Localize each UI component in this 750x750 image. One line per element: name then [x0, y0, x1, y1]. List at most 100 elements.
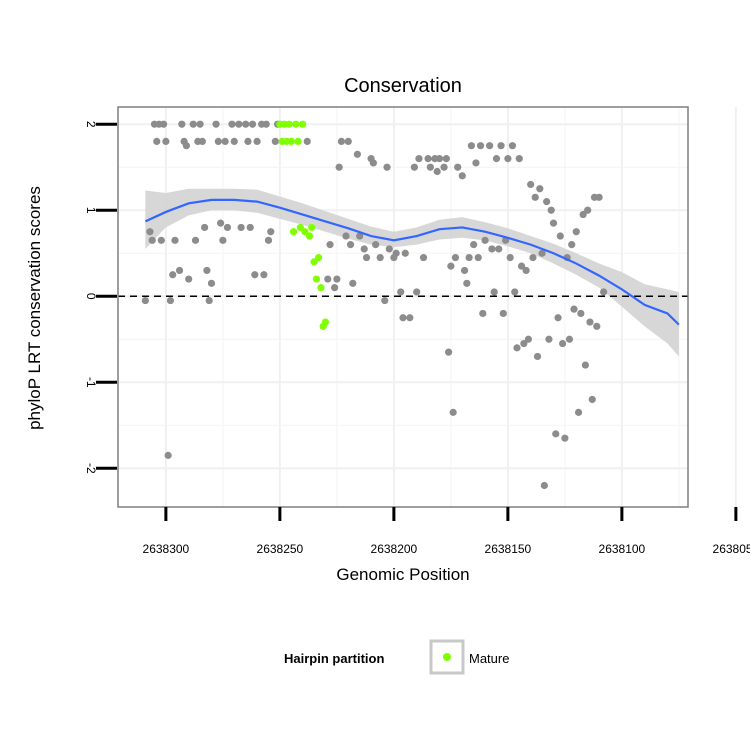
other-point [219, 236, 227, 244]
other-point [406, 314, 414, 322]
other-point [337, 137, 346, 146]
other-point [237, 223, 245, 232]
other-point [326, 241, 334, 249]
other-point [196, 120, 204, 128]
other-point [353, 150, 361, 158]
other-point [217, 219, 225, 227]
other-point [499, 309, 507, 318]
mature-point [315, 253, 323, 262]
other-point [178, 120, 186, 128]
other-point [360, 245, 368, 253]
other-point [146, 228, 154, 236]
other-point [600, 288, 608, 296]
mature-point [299, 120, 307, 128]
other-point [214, 137, 222, 146]
other-point [545, 335, 553, 343]
other-point [169, 271, 177, 279]
other-point [148, 236, 156, 244]
other-point [577, 309, 585, 318]
other-point [383, 163, 391, 171]
other-point [556, 232, 564, 240]
other-point [479, 309, 487, 318]
mature-point [317, 284, 325, 292]
other-point [522, 266, 530, 275]
other-point [223, 223, 232, 232]
other-point [246, 223, 254, 232]
other-point [463, 279, 471, 287]
other-point [201, 223, 209, 232]
other-point [486, 142, 494, 150]
other-point [324, 275, 332, 283]
mature-point [321, 318, 330, 326]
other-point [570, 305, 578, 313]
mature-point [312, 275, 320, 283]
other-point [162, 137, 170, 146]
other-point [385, 245, 393, 253]
other-point [497, 142, 505, 150]
other-point [579, 210, 587, 219]
chart-title: Conservation [344, 75, 462, 97]
other-point [533, 352, 542, 361]
other-point [228, 120, 236, 128]
other-point [467, 142, 475, 150]
other-point [401, 249, 409, 257]
other-point [565, 335, 574, 343]
other-point [527, 180, 535, 189]
other-point [538, 249, 546, 257]
other-point [410, 163, 418, 171]
y-tick-label: 0 [84, 293, 98, 300]
x-tick-label: 2638300 [143, 542, 190, 556]
other-point [549, 219, 558, 227]
y-tick-label: 1 [84, 207, 98, 214]
other-point [342, 232, 350, 240]
other-point [203, 266, 211, 275]
legend: Hairpin partition Mature [284, 639, 509, 675]
other-point [346, 241, 355, 249]
other-point [504, 155, 512, 163]
other-point [262, 120, 270, 128]
other-point [244, 137, 252, 146]
other-point [520, 339, 528, 348]
other-point [344, 137, 352, 146]
other-point [392, 249, 400, 257]
other-point [559, 339, 567, 348]
other-point [185, 275, 193, 283]
other-point [207, 279, 216, 287]
other-point [419, 253, 428, 262]
other-point [595, 193, 603, 201]
x-tick-label: 2638250 [257, 542, 304, 556]
x-axis: 2638300 2638250 2638200 2638150 2638100 26380… [143, 507, 750, 556]
other-point [248, 120, 257, 128]
other-point [235, 120, 243, 128]
smooth-line [144, 198, 680, 326]
other-point [166, 296, 175, 305]
other-point [415, 155, 423, 163]
other-point [445, 348, 453, 356]
other-point [465, 253, 473, 262]
mature-point [310, 258, 318, 266]
other-point [303, 137, 311, 146]
other-point [474, 253, 482, 262]
other-point [442, 155, 450, 163]
other-point [543, 198, 551, 206]
other-point [157, 236, 165, 244]
other-point [508, 142, 517, 150]
other-point [584, 206, 592, 214]
mature-point [305, 232, 314, 240]
other-point [271, 137, 279, 146]
other-point [568, 241, 576, 249]
other-point [372, 241, 380, 249]
other-point [189, 120, 197, 128]
other-point [253, 137, 261, 146]
legend-title: Hairpin partition [284, 651, 384, 666]
x-tick-label: 2638100 [599, 542, 646, 556]
other-point [376, 253, 384, 262]
other-point [205, 296, 213, 305]
y-axis: -2 -1 0 1 2 [84, 121, 117, 474]
other-point [267, 228, 275, 236]
other-point [561, 434, 569, 442]
legend-key-mature-dot [443, 653, 451, 661]
other-point [349, 279, 357, 287]
smooth-confidence-band [145, 188, 679, 357]
